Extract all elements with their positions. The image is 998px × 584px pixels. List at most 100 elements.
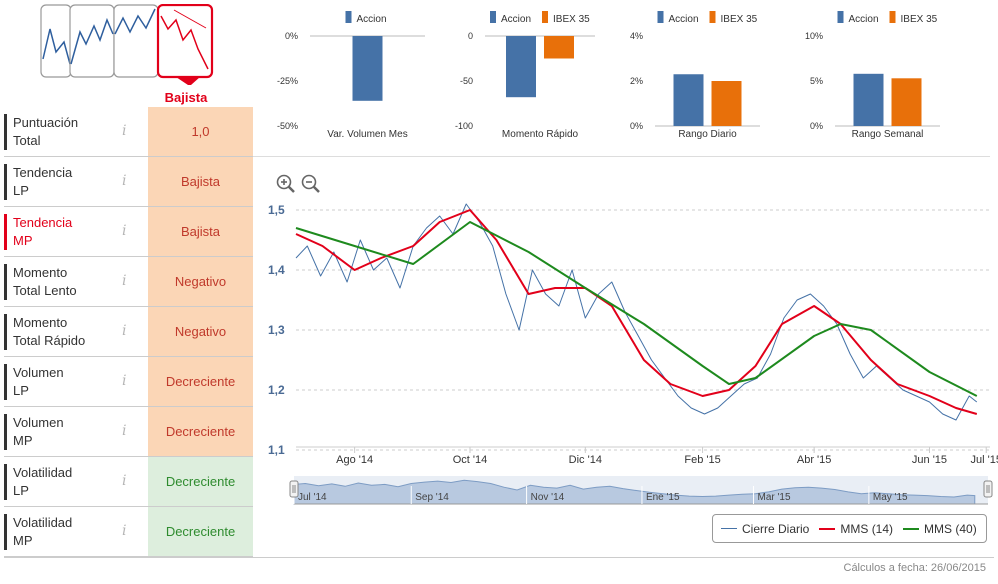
series-mms-14[interactable] [295, 209, 978, 415]
series-cierre-diario[interactable] [295, 203, 978, 421]
y-tick-label: 1,5 [268, 203, 285, 217]
calculation-date: Cálculos a fecha: 26/06/2015 [843, 562, 987, 574]
y-tick-label: 5% [810, 76, 823, 86]
legend-line-icon [721, 528, 737, 529]
rating-label: Volumen MP [4, 414, 124, 450]
rating-label-line1: Volatilidad [13, 515, 73, 530]
rating-value: Bajista [148, 157, 253, 206]
bar-accion[interactable] [673, 74, 704, 126]
rating-label-line2: LP [13, 183, 29, 198]
info-icon[interactable]: i [122, 373, 127, 389]
bar-accion[interactable] [506, 36, 536, 98]
rating-value: Bajista [148, 207, 253, 256]
navigator-label: May '15 [873, 492, 908, 503]
trend-icon-range[interactable] [40, 4, 72, 78]
rating-label-line1: Volumen [13, 365, 64, 380]
rating-label-line1: Tendencia [13, 165, 73, 180]
rating-row: Tendencia LP i Bajista [4, 157, 253, 207]
series-mms-40[interactable] [295, 221, 978, 397]
navigator-label: Jul '14 [298, 492, 327, 503]
y-tick-label: 0% [810, 121, 823, 131]
mini-chart-title: Rango Diario [678, 129, 737, 140]
info-icon[interactable]: i [122, 323, 127, 339]
x-tick-label: Jun '15 [912, 454, 947, 466]
info-icon[interactable]: i [122, 523, 127, 539]
legend-item[interactable]: MMS (14) [819, 522, 893, 536]
trend-selector: Bajista [40, 4, 214, 105]
rating-label: Momento Total Rápido [4, 314, 124, 350]
rating-label-line1: Tendencia [13, 215, 73, 230]
legend-item[interactable]: MMS (40) [903, 522, 977, 536]
chart-legend: Cierre Diario MMS (14) MMS (40) [712, 514, 987, 543]
mini-chart-title: Momento Rápido [502, 129, 579, 140]
rating-label-line1: Momento [13, 265, 68, 280]
legend-swatch [345, 11, 352, 23]
mini-chart-svg: Accion IBEX 35 0 -50 -100 Momento Rápido [455, 11, 595, 140]
rating-label-line2: MP [13, 433, 33, 448]
legend-swatch [709, 11, 716, 23]
y-tick-label: 0 [468, 31, 473, 41]
y-tick-label: 0% [630, 121, 643, 131]
legend-label: Cierre Diario [742, 521, 810, 536]
legend-line-icon [819, 527, 836, 530]
legend-swatch [490, 11, 496, 23]
navigator-handle-left[interactable] [289, 480, 299, 498]
rating-label: Volatilidad LP [4, 464, 124, 500]
mini-chart-svg: Accion 0% -25% -50% Var. Volumen Mes [277, 11, 425, 140]
legend-item[interactable]: Cierre Diario [721, 522, 809, 536]
rating-value: Decreciente [148, 457, 253, 506]
info-icon[interactable]: i [122, 473, 127, 489]
bar-accion[interactable] [853, 73, 884, 126]
info-icon[interactable]: i [122, 173, 127, 189]
bar-accion[interactable] [352, 36, 383, 101]
legend-label: MMS (14) [840, 521, 894, 536]
rating-row: Tendencia MP i Bajista [4, 207, 253, 257]
mini-chart-rango-semanal: Accion IBEX 35 10% 5% 0% Rango Semanal [795, 0, 965, 150]
rating-label-line2: LP [13, 483, 29, 498]
y-tick-label: 0% [285, 31, 298, 41]
bar-ibex-35[interactable] [544, 36, 574, 59]
x-tick-label: Feb '15 [684, 454, 720, 466]
y-tick-label: 4% [630, 31, 643, 41]
rating-label: Volumen LP [4, 364, 124, 400]
mini-chart-volumen: Accion 0% -25% -50% Var. Volumen Mes [270, 0, 450, 150]
legend-swatch [837, 11, 844, 23]
rating-value: Decreciente [148, 507, 253, 556]
trend-icon-downtrend[interactable] [156, 4, 214, 85]
trend-icon-uptrend[interactable] [69, 4, 115, 78]
info-icon[interactable]: i [122, 123, 127, 139]
rating-row: Momento Total Rápido i Negativo [4, 307, 253, 357]
legend-label: IBEX 35 [721, 14, 758, 25]
zoom-out-icon[interactable] [301, 174, 321, 194]
navigator-label: Ene '15 [646, 492, 680, 503]
mini-chart-title: Var. Volumen Mes [327, 129, 407, 140]
navigator-handle-right[interactable] [983, 480, 993, 498]
rating-value: Negativo [148, 257, 253, 306]
range-navigator[interactable]: Jul '14 Sep '14 Nov '14 Ene '15 Mar '15 May '… [258, 468, 998, 508]
bar-ibex-35[interactable] [891, 78, 922, 126]
rating-label: Tendencia MP [4, 214, 124, 250]
bar-ibex-35[interactable] [711, 81, 742, 126]
y-tick-label: 1,3 [268, 323, 285, 337]
x-tick-label: Abr '15 [797, 454, 832, 466]
info-icon[interactable]: i [122, 223, 127, 239]
rating-label-line1: Volumen [13, 415, 64, 430]
navigator-label: Mar '15 [758, 492, 791, 503]
rating-label-line2: MP [13, 533, 33, 548]
rating-value: Negativo [148, 307, 253, 356]
x-tick-label: Oct '14 [453, 454, 488, 466]
mini-chart-svg: Accion IBEX 35 10% 5% 0% Rango Semanal [805, 11, 940, 140]
rating-label-line1: Volatilidad [13, 465, 73, 480]
info-icon[interactable]: i [122, 423, 127, 439]
mini-chart-svg: Accion IBEX 35 4% 2% 0% Rango Diario [630, 11, 760, 140]
section-divider [253, 156, 990, 157]
rating-row: Momento Total Lento i Negativo [4, 257, 253, 307]
rating-label: Momento Total Lento [4, 264, 124, 300]
info-icon[interactable]: i [122, 273, 127, 289]
zoom-in-icon[interactable] [276, 174, 296, 194]
rating-row: Volumen MP i Decreciente [4, 407, 253, 457]
rating-label: Puntuación Total [4, 114, 124, 150]
trend-icon-sideways[interactable] [113, 4, 159, 78]
legend-line-icon [903, 527, 920, 530]
rating-label-line1: Momento [13, 315, 68, 330]
